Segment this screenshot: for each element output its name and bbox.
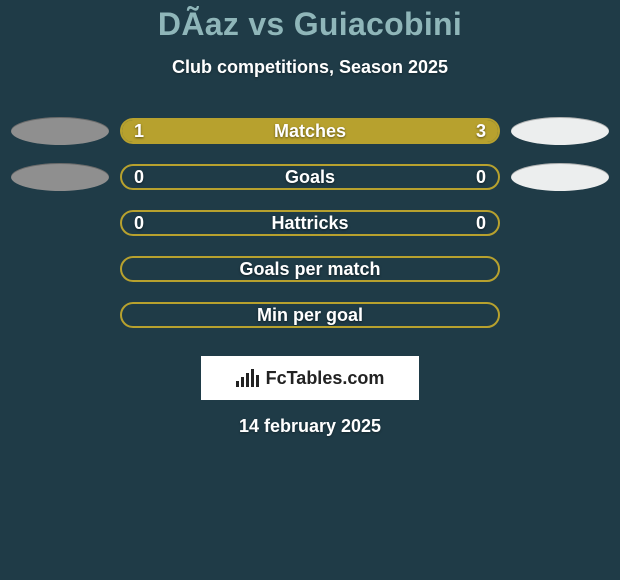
left-marker-slot — [0, 163, 120, 191]
stat-label: Min per goal — [257, 305, 363, 326]
right-marker-slot — [500, 163, 620, 191]
stat-label: Hattricks — [271, 213, 348, 234]
left-player-marker — [11, 117, 109, 145]
stat-label: Goals — [285, 167, 335, 188]
stat-value-left: 1 — [134, 121, 144, 142]
right-player-marker — [511, 163, 609, 191]
bar-chart-icon — [236, 369, 260, 387]
stat-row: 0 0 Goals — [0, 154, 620, 200]
stat-bar: 0 0 Hattricks — [120, 210, 500, 236]
stat-value-right: 3 — [476, 121, 486, 142]
right-marker-slot — [500, 117, 620, 145]
stat-row: Goals per match — [0, 246, 620, 292]
stat-label: Goals per match — [239, 259, 380, 280]
left-player-marker — [11, 163, 109, 191]
stat-label: Matches — [274, 121, 346, 142]
page-title: DÃ­az vs Guiacobini — [0, 6, 620, 43]
stat-row: 0 0 Hattricks — [0, 200, 620, 246]
stat-bar: Goals per match — [120, 256, 500, 282]
subtitle: Club competitions, Season 2025 — [0, 57, 620, 78]
left-marker-slot — [0, 117, 120, 145]
source-logo: FcTables.com — [201, 356, 419, 400]
stat-bar: 0 0 Goals — [120, 164, 500, 190]
source-logo-text: FcTables.com — [266, 368, 385, 389]
comparison-card: DÃ­az vs Guiacobini Club competitions, S… — [0, 0, 620, 580]
stat-bar: 1 3 Matches — [120, 118, 500, 144]
stat-value-right: 0 — [476, 213, 486, 234]
stat-row: 1 3 Matches — [0, 108, 620, 154]
stat-value-left: 0 — [134, 167, 144, 188]
stat-bar: Min per goal — [120, 302, 500, 328]
stat-value-right: 0 — [476, 167, 486, 188]
stat-rows: 1 3 Matches 0 0 Goals 0 0 Hattricks Goals per mat… — [0, 108, 620, 338]
stat-value-left: 0 — [134, 213, 144, 234]
date-text: 14 february 2025 — [0, 416, 620, 437]
right-player-marker — [511, 117, 609, 145]
stat-bar-fill-right — [197, 120, 498, 142]
stat-row: Min per goal — [0, 292, 620, 338]
